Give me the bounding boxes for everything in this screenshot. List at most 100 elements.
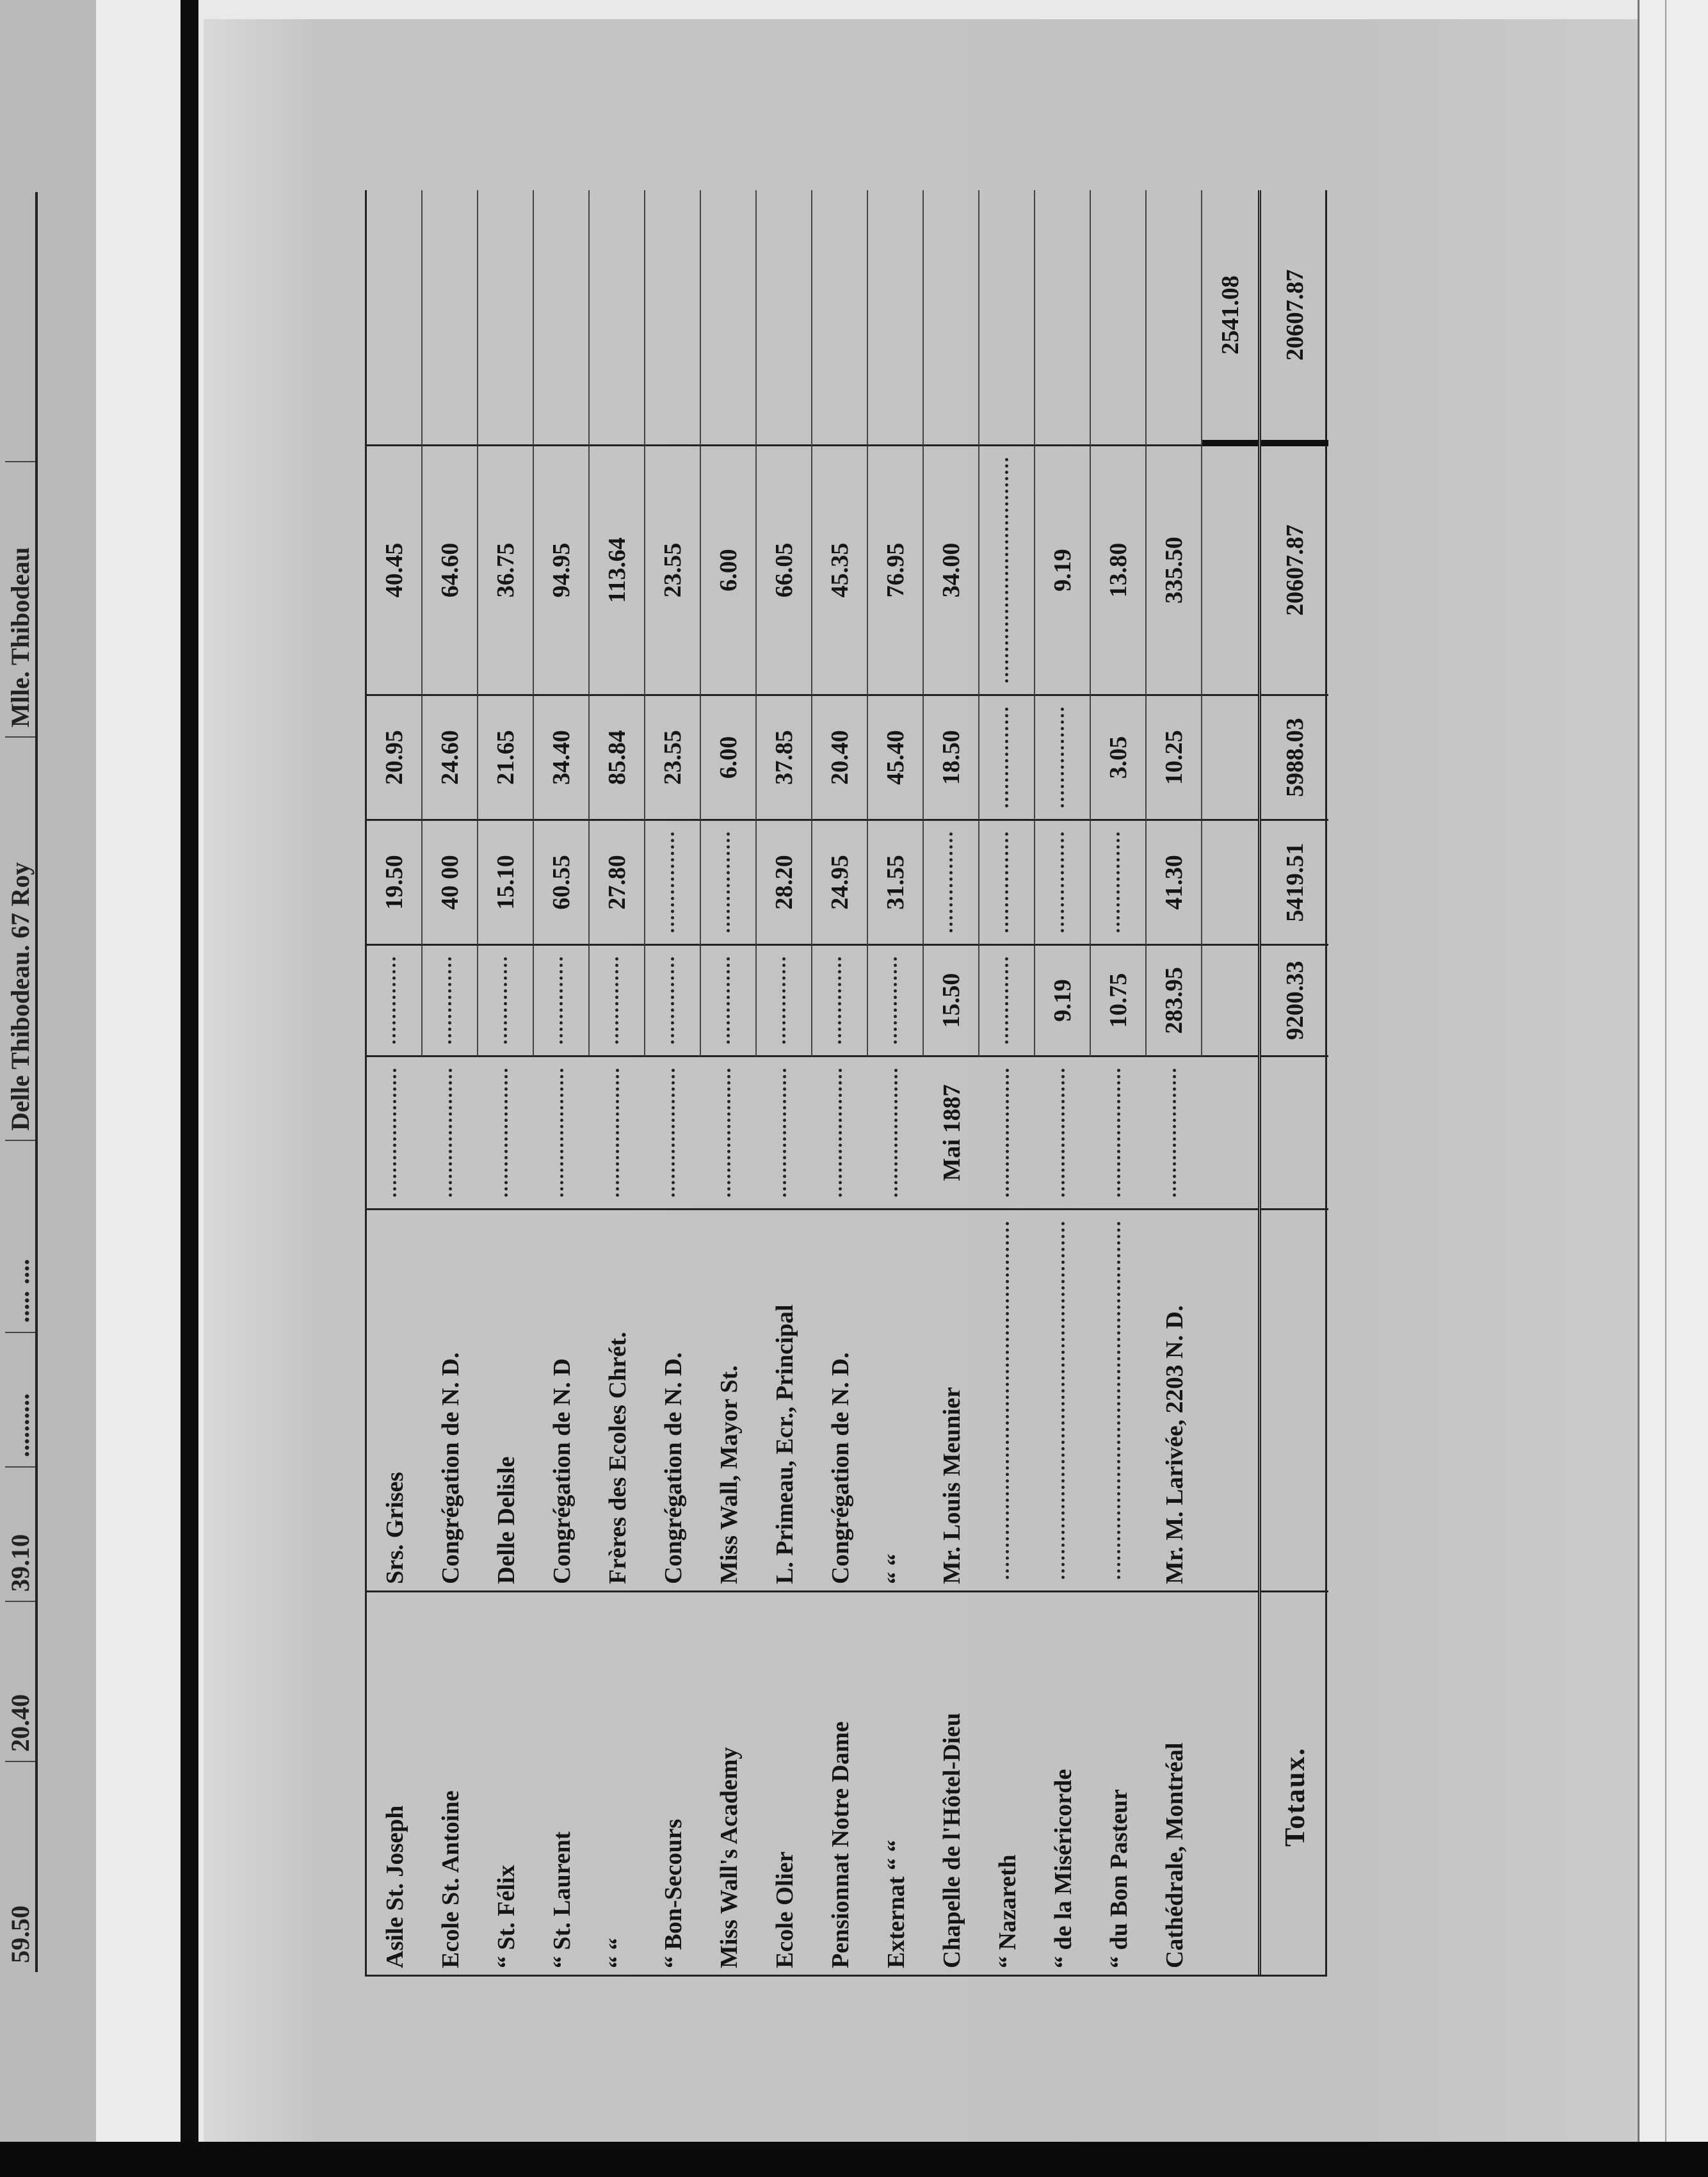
amount-cell <box>534 190 590 446</box>
amount-cell <box>1202 446 1258 696</box>
amount-cell <box>701 190 757 446</box>
institution-cell: Asile St. Joseph <box>381 1805 408 1968</box>
amount-cell: 19.50 <box>367 821 423 946</box>
date-cell <box>812 1057 868 1210</box>
director-cell: Frères des Ecoles Chrét. <box>590 1210 645 1592</box>
table-row: Pensionnat Notre Dame Congrégation de N. … <box>812 190 868 1975</box>
amount-cell: 20.40 <box>812 696 868 821</box>
amount-cell <box>979 821 1035 946</box>
amount-cell <box>1091 190 1147 446</box>
amount-cell <box>979 190 1035 446</box>
date-cell <box>534 1057 590 1210</box>
institution-cell: Ecole Olier <box>771 1851 798 1968</box>
amount-cell <box>367 190 423 446</box>
amount-cell: 5419.51 <box>1261 821 1328 946</box>
amount-cell: 31.55 <box>868 821 924 946</box>
amount-cell: 9200.33 <box>1261 946 1328 1057</box>
date-cell <box>1261 1057 1328 1210</box>
amount-cell: 113.64 <box>590 446 645 696</box>
table-row: “ “ Frères des Ecoles Chrét. 27.80 85.84 113… <box>590 190 645 1975</box>
amount-cell: 41.30 <box>1147 821 1202 946</box>
contributions-table: Asile St. Joseph Srs. Grises 19.50 20.95 40.… <box>365 190 1328 1977</box>
date-cell <box>868 1057 924 1210</box>
amount-cell <box>1147 190 1202 446</box>
amount-cell: 40.45 <box>367 446 423 696</box>
amount-cell <box>590 946 645 1057</box>
director-cell: Congrégation de N. D <box>534 1210 590 1592</box>
amount-cell: 20607.87 <box>1261 190 1328 446</box>
table-row: “ Nazareth <box>979 190 1035 1975</box>
director-cell: Congrégation de N. D. <box>645 1210 701 1592</box>
date-cell <box>979 1057 1035 1210</box>
amount-cell: 34.40 <box>534 696 590 821</box>
amount-cell <box>1035 696 1091 821</box>
date-cell <box>645 1057 701 1210</box>
table-row: Cathédrale, Montréal Mr. M. Larivée, 2203… <box>1147 190 1202 1975</box>
table-border <box>35 192 38 1972</box>
fragment-text: 20.40 <box>5 1601 35 1761</box>
amount-cell: 15.10 <box>478 821 534 946</box>
director-cell <box>1035 1210 1091 1592</box>
amount-cell: 9.19 <box>1035 946 1091 1057</box>
director-cell: “ “ <box>868 1210 924 1592</box>
director-cell: Congrégation de N. D. <box>812 1210 868 1592</box>
table-body: Asile St. Joseph Srs. Grises 19.50 20.95 40.… <box>365 190 1328 1977</box>
date-cell: Mai 1887 <box>924 1057 979 1210</box>
amount-cell: 24.60 <box>423 696 478 821</box>
totals-label: Totaux. <box>1279 1747 1310 1847</box>
director-cell: Delle Delisle <box>478 1210 534 1592</box>
amount-cell <box>1202 946 1258 1057</box>
amount-cell: 94.95 <box>534 446 590 696</box>
amount-cell <box>979 696 1035 821</box>
amount-cell <box>478 946 534 1057</box>
institution-cell: “ “ <box>604 1938 631 1969</box>
amount-cell <box>1091 821 1147 946</box>
institution-cell: Chapelle de l'Hôtel-Dieu <box>938 1713 965 1968</box>
director-cell: Mr. M. Larivée, 2203 N. D. <box>1147 1210 1202 1592</box>
institution-cell: “ Nazareth <box>994 1854 1021 1968</box>
amount-cell: 13.80 <box>1091 446 1147 696</box>
amount-cell: 37.85 <box>757 696 812 821</box>
institution-cell: Miss Wall's Academy <box>715 1747 743 1968</box>
table-row: Ecole St. Antoine Congrégation de N. D. 40… <box>423 190 478 1975</box>
date-cell <box>1202 1057 1258 1210</box>
amount-cell: 36.75 <box>478 446 534 696</box>
institution-cell: “ St. Félix <box>492 1865 520 1968</box>
amount-cell <box>1035 190 1091 446</box>
fragment-text: Delle Thibodeau. 67 Roy <box>5 736 35 1140</box>
amount-cell: 24.95 <box>812 821 868 946</box>
amount-cell: 2541.08 <box>1202 190 1258 446</box>
amount-cell: 9.19 <box>1035 446 1091 696</box>
amount-cell: 45.35 <box>812 446 868 696</box>
amount-cell: 76.95 <box>868 446 924 696</box>
amount-cell <box>757 190 812 446</box>
director-cell <box>979 1210 1035 1592</box>
amount-cell <box>645 190 701 446</box>
amount-cell: 15.50 <box>924 946 979 1057</box>
institution-cell: Externat “ “ <box>882 1840 910 1968</box>
date-cell <box>423 1057 478 1210</box>
director-cell <box>1202 1210 1258 1592</box>
amount-cell: 20607.87 <box>1261 446 1328 696</box>
institution-cell: “ Bon-Secours <box>659 1818 687 1968</box>
fragment-text: 59.50 <box>5 1761 35 1972</box>
institution-cell <box>1202 1592 1258 1975</box>
amount-cell: 3.05 <box>1091 696 1147 821</box>
amount-cell: 283.95 <box>1147 946 1202 1057</box>
amount-cell: 40 00 <box>423 821 478 946</box>
fragment-text: Mlle. Thibodeau <box>5 461 35 736</box>
amount-cell <box>868 190 924 446</box>
institution-cell: “ St. Laurent <box>548 1831 576 1968</box>
amount-cell <box>701 821 757 946</box>
amount-cell: 27.80 <box>590 821 645 946</box>
page-margin <box>96 0 181 2142</box>
amount-cell <box>645 946 701 1057</box>
previous-page-fragment: 59.50 20.40 39.10............... .... Delle… <box>0 192 38 1972</box>
fragment-text: .......... <box>5 1332 35 1466</box>
amount-cell: 10.25 <box>1147 696 1202 821</box>
institution-cell: “ du Bon Pasteur <box>1105 1789 1132 1968</box>
amount-cell <box>534 946 590 1057</box>
amount-cell: 6.00 <box>701 446 757 696</box>
fragment-text: ..... .... <box>5 1140 35 1332</box>
amount-cell: 45.40 <box>868 696 924 821</box>
